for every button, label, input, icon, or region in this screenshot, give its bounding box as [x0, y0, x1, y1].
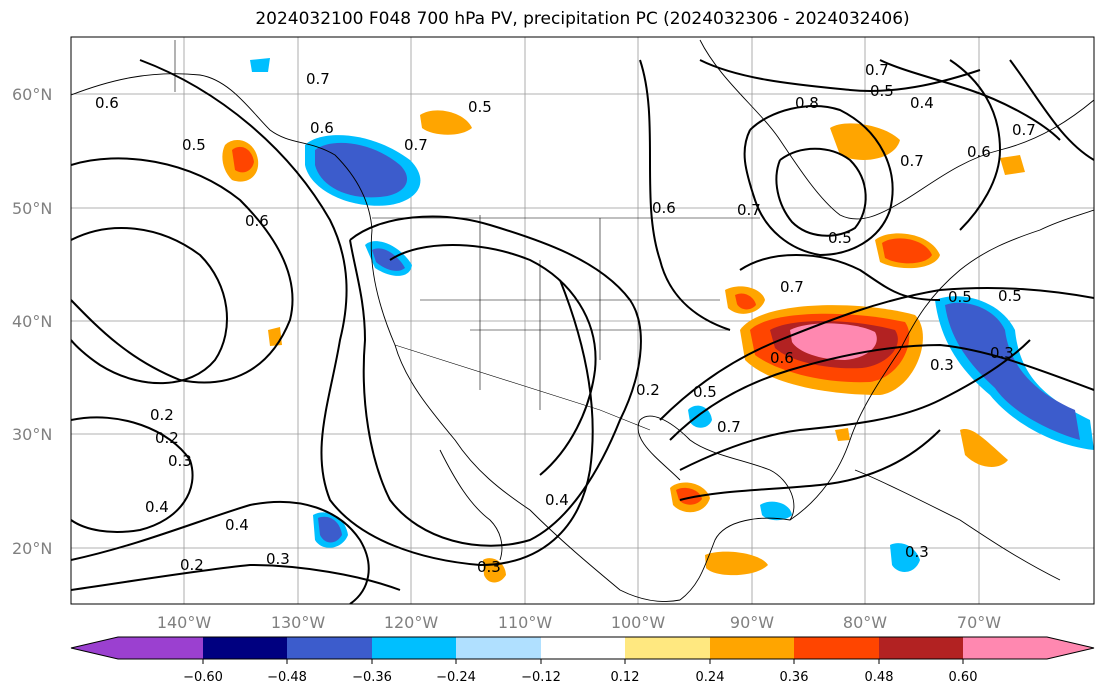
colorbar-tick-label: −0.36: [352, 670, 392, 685]
contour-label: 0.7: [865, 61, 889, 79]
lon-label-140w: 140°W: [157, 613, 212, 632]
lon-label-100w: 100°W: [611, 613, 666, 632]
colorbar-segment: [541, 637, 625, 659]
contour-label: 0.5: [468, 98, 492, 116]
colorbar-segment: [287, 637, 372, 659]
colorbar-segment: [203, 637, 287, 659]
lon-label-70w: 70°W: [957, 613, 1001, 632]
contour-label: 0.6: [967, 143, 991, 161]
contour-label: 0.6: [770, 349, 794, 367]
contour-label: 0.3: [990, 344, 1014, 362]
contour-label: 0.5: [870, 82, 894, 100]
lon-label-130w: 130°W: [271, 613, 326, 632]
lat-label-60n: 60°N: [12, 85, 52, 104]
colorbar-outline: [70, 636, 1095, 660]
contour-label: 0.5: [828, 229, 852, 247]
lon-label-90w: 90°W: [730, 613, 774, 632]
contour-labels: 0.7 0.5 0.6 0.7 0.6 0.5 0.6 0.6 0.7 0.5 …: [95, 61, 1036, 576]
colorbar-segment: [372, 637, 456, 659]
contour-label: 0.2: [180, 556, 204, 574]
contour-label: 0.7: [717, 418, 741, 436]
colorbar-tick-label: −0.12: [521, 670, 561, 685]
colorbar: −0.60 −0.48 −0.36 −0.24 −0.12 0.12 0.24 …: [70, 636, 1095, 685]
lat-label-30n: 30°N: [12, 425, 52, 444]
coastlines: [71, 39, 1094, 602]
contour-label: 0.4: [910, 94, 934, 112]
colorbar-tick-label: −0.48: [267, 670, 307, 685]
contour-label: 0.2: [150, 406, 174, 424]
contour-label: 0.7: [780, 278, 804, 296]
colorbar-tick-label: 0.12: [611, 670, 640, 685]
colorbar-segment: [710, 637, 794, 659]
colorbar-segment: [963, 637, 1047, 659]
contour-label: 0.5: [948, 288, 972, 306]
contour-label: 0.6: [245, 212, 269, 230]
colorbar-segment: [879, 637, 963, 659]
latitude-labels: 60°N 50°N 40°N 30°N 20°N: [12, 85, 52, 558]
precip-shading: [222, 58, 1094, 583]
longitude-labels: 140°W 130°W 120°W 110°W 100°W 90°W 80°W …: [157, 613, 1001, 632]
contour-label: 0.6: [95, 94, 119, 112]
contour-label: 0.7: [737, 201, 761, 219]
map-area: [71, 37, 1094, 604]
contour-label: 0.5: [693, 383, 717, 401]
map-frame: [70, 36, 1095, 605]
lon-label-80w: 80°W: [843, 613, 887, 632]
contour-label: 0.6: [652, 199, 676, 217]
lon-label-120w: 120°W: [384, 613, 439, 632]
contour-label: 0.3: [168, 452, 192, 470]
colorbar-segment: [1047, 637, 1094, 659]
contour-label: 0.4: [145, 498, 169, 516]
contour-label: 0.3: [266, 550, 290, 568]
contour-label: 0.5: [182, 136, 206, 154]
pv-contours: [71, 59, 1094, 604]
contour-label: 0.8: [795, 94, 819, 112]
contour-label: 0.2: [636, 381, 660, 399]
contour-label: 0.7: [306, 70, 330, 88]
colorbar-tick-label: 0.60: [949, 670, 978, 685]
contour-label: 0.2: [155, 429, 179, 447]
colorbar-tick-label: −0.24: [436, 670, 476, 685]
contour-label: 0.5: [998, 287, 1022, 305]
contour-label: 0.6: [310, 119, 334, 137]
lat-label-20n: 20°N: [12, 539, 52, 558]
chart-title: 2024032100 F048 700 hPa PV, precipitatio…: [255, 9, 910, 29]
graticule: [71, 37, 1094, 604]
contour-label: 0.7: [404, 136, 428, 154]
colorbar-tick-label: −0.60: [183, 670, 223, 685]
colorbar-segment: [118, 637, 203, 659]
colorbar-tick-label: 0.48: [865, 670, 894, 685]
contour-label: 0.3: [905, 543, 929, 561]
lon-label-110w: 110°W: [498, 613, 553, 632]
contour-label: 0.3: [477, 558, 501, 576]
political-borders: [174, 40, 760, 431]
colorbar-tick-label: 0.36: [780, 670, 809, 685]
colorbar-segment: [456, 637, 541, 659]
contour-label: 0.4: [545, 491, 569, 509]
contour-label: 0.4: [225, 516, 249, 534]
colorbar-segment: [71, 637, 118, 659]
contour-label: 0.7: [900, 152, 924, 170]
lat-label-50n: 50°N: [12, 199, 52, 218]
colorbar-segment: [625, 637, 710, 659]
colorbar-tick-label: 0.24: [696, 670, 725, 685]
contour-label: 0.3: [930, 356, 954, 374]
contour-label: 0.7: [1012, 121, 1036, 139]
colorbar-segment: [794, 637, 879, 659]
lat-label-40n: 40°N: [12, 312, 52, 331]
